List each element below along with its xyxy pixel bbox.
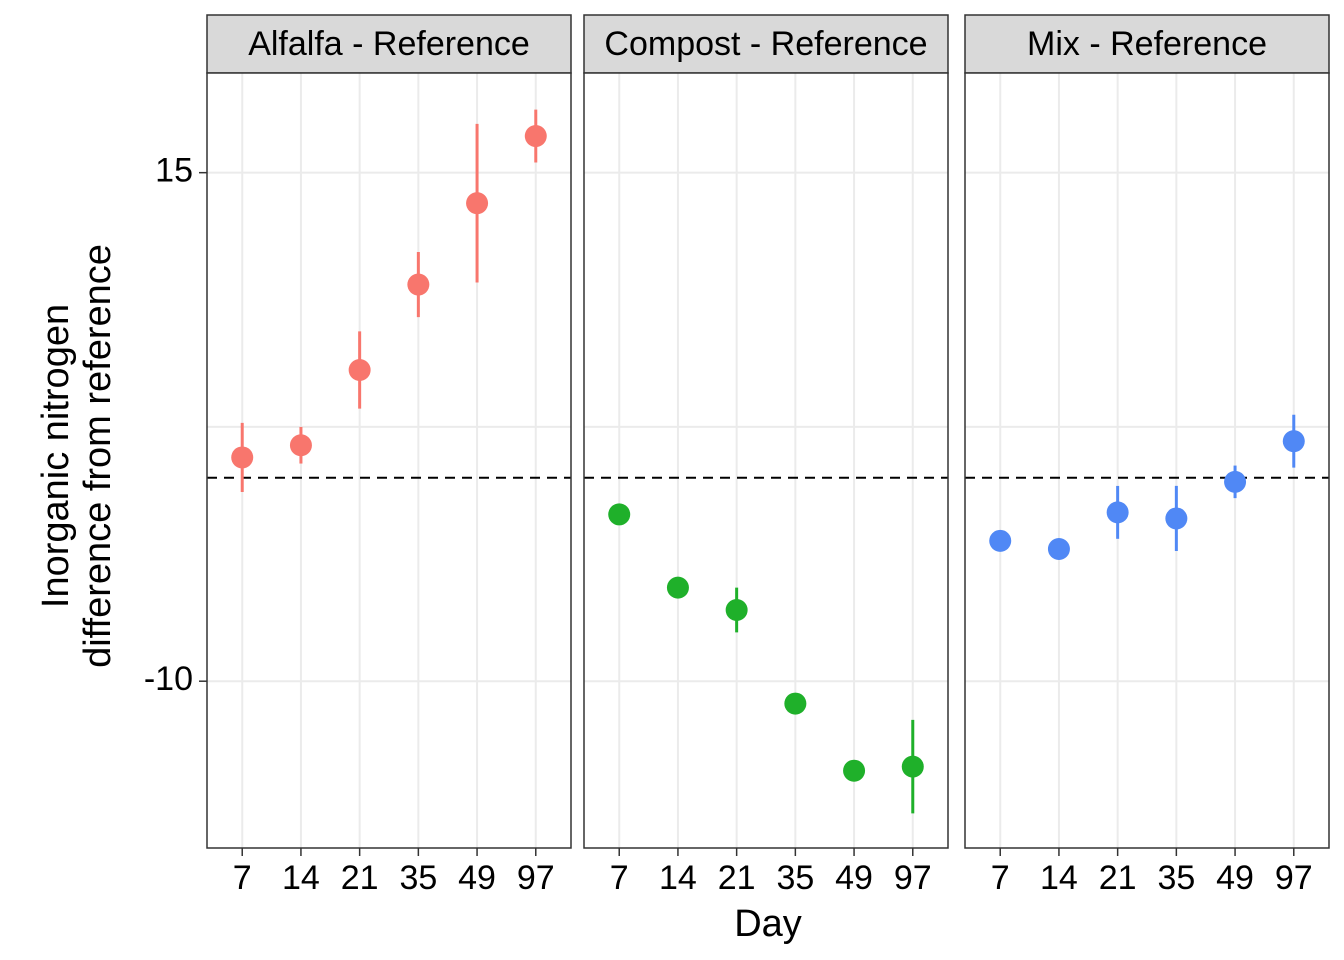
panel bbox=[965, 73, 1329, 848]
x-axis-label: Day bbox=[734, 903, 802, 945]
x-tick-label: 21 bbox=[1099, 859, 1137, 897]
point bbox=[407, 273, 430, 296]
strip-title: Compost - Reference bbox=[604, 25, 927, 63]
point bbox=[725, 599, 748, 622]
x-tick-label: 49 bbox=[835, 859, 873, 897]
y-axis-label: difference from reference bbox=[77, 244, 119, 668]
point bbox=[348, 358, 371, 381]
point bbox=[989, 529, 1012, 552]
x-tick-label: 21 bbox=[341, 859, 379, 897]
point bbox=[901, 755, 924, 778]
point bbox=[1224, 470, 1247, 493]
point bbox=[1165, 507, 1188, 530]
x-tick-label: 14 bbox=[282, 859, 320, 897]
x-tick-label: 14 bbox=[659, 859, 697, 897]
panel-border bbox=[206, 72, 572, 849]
x-tick-label: 49 bbox=[458, 859, 496, 897]
x-tick-label: 97 bbox=[517, 859, 555, 897]
point bbox=[1047, 537, 1070, 560]
y-tick-label: -10 bbox=[144, 660, 193, 698]
x-tick-label: 35 bbox=[399, 859, 437, 897]
panel bbox=[584, 73, 948, 848]
panel-border bbox=[583, 72, 949, 849]
point bbox=[524, 125, 547, 148]
panel bbox=[207, 73, 571, 848]
x-tick-label: 7 bbox=[233, 859, 252, 897]
point bbox=[666, 576, 689, 599]
point bbox=[1282, 430, 1305, 453]
point bbox=[843, 759, 866, 782]
point bbox=[231, 446, 254, 469]
x-tick-label: 97 bbox=[1275, 859, 1313, 897]
x-tick-label: 35 bbox=[776, 859, 814, 897]
x-tick-label: 35 bbox=[1157, 859, 1195, 897]
x-tick-label: 14 bbox=[1040, 859, 1078, 897]
point bbox=[784, 692, 807, 715]
panel-border bbox=[964, 72, 1330, 849]
x-tick-label: 7 bbox=[610, 859, 629, 897]
x-tick-label: 7 bbox=[991, 859, 1010, 897]
point bbox=[1106, 501, 1129, 524]
strip-title: Mix - Reference bbox=[1027, 25, 1267, 63]
x-tick-label: 97 bbox=[894, 859, 932, 897]
x-tick-label: 49 bbox=[1216, 859, 1254, 897]
strip bbox=[206, 14, 572, 74]
point bbox=[289, 434, 312, 457]
point bbox=[466, 192, 489, 215]
x-tick-label: 21 bbox=[718, 859, 756, 897]
strip-title: Alfalfa - Reference bbox=[248, 25, 530, 63]
strip bbox=[583, 14, 949, 74]
y-axis-label: Inorganic nitrogen bbox=[35, 304, 77, 608]
y-tick-label: 15 bbox=[155, 152, 193, 190]
point bbox=[608, 503, 631, 526]
